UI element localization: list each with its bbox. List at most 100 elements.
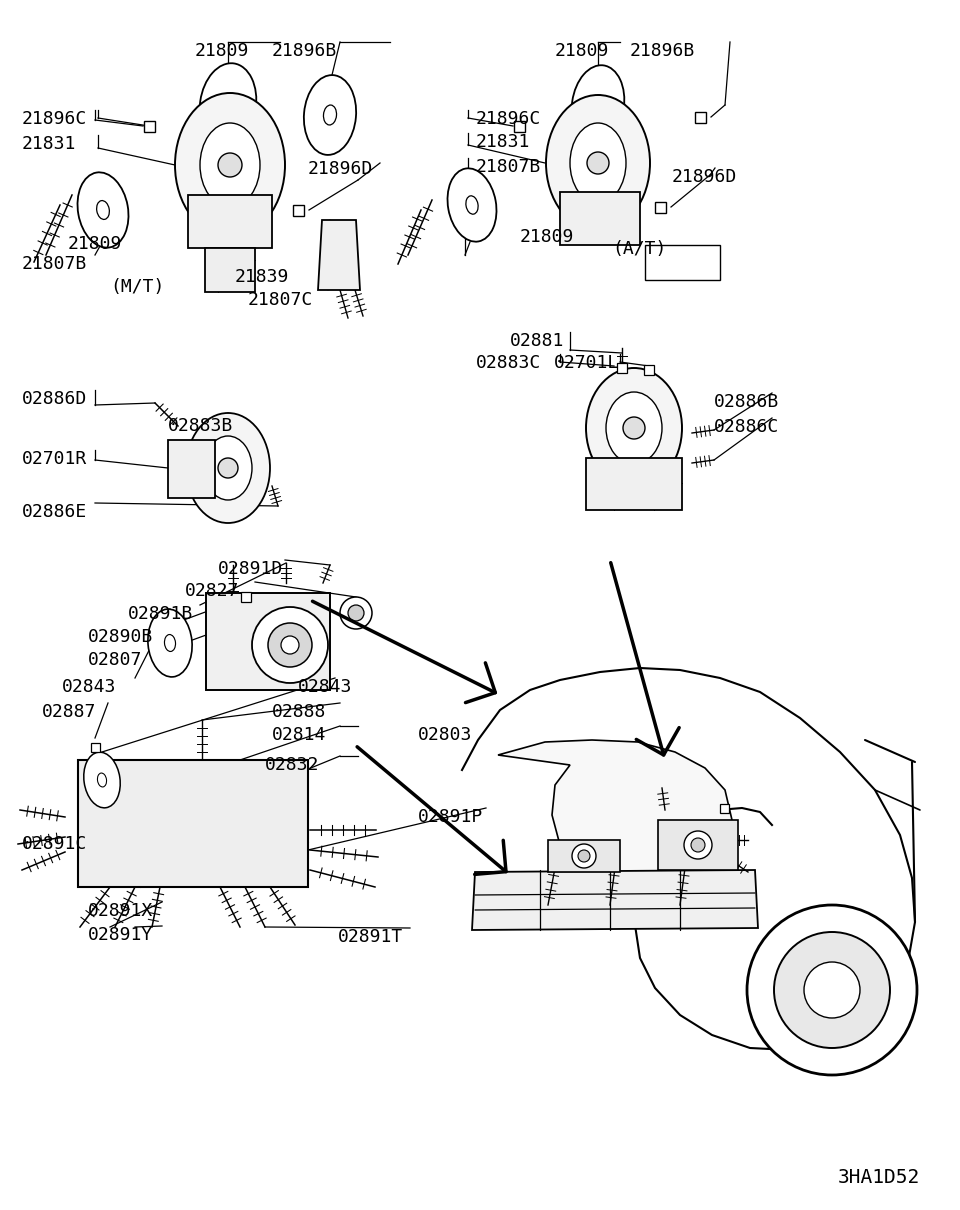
Text: 02807: 02807: [88, 651, 142, 669]
Text: 02883B: 02883B: [168, 417, 233, 436]
Bar: [655, 202, 665, 213]
Polygon shape: [560, 192, 640, 244]
Circle shape: [340, 597, 372, 629]
Ellipse shape: [546, 96, 650, 231]
Circle shape: [774, 932, 890, 1048]
Circle shape: [516, 123, 522, 129]
Circle shape: [218, 459, 238, 478]
Ellipse shape: [586, 368, 682, 488]
Text: 21809: 21809: [68, 235, 122, 253]
Circle shape: [623, 417, 645, 439]
Text: 02886B: 02886B: [714, 393, 780, 411]
Bar: [143, 121, 155, 132]
Circle shape: [218, 152, 242, 177]
Text: 3HA1D52: 3HA1D52: [838, 1168, 921, 1187]
Ellipse shape: [447, 168, 496, 242]
Ellipse shape: [200, 123, 260, 207]
Ellipse shape: [466, 196, 478, 214]
Ellipse shape: [591, 96, 605, 115]
Circle shape: [657, 204, 663, 211]
Polygon shape: [658, 820, 738, 870]
Circle shape: [268, 623, 312, 667]
Bar: [719, 803, 729, 812]
Text: 21896D: 21896D: [308, 160, 373, 178]
Circle shape: [722, 806, 727, 811]
Polygon shape: [645, 244, 720, 280]
Ellipse shape: [324, 105, 337, 125]
Ellipse shape: [200, 63, 256, 146]
Ellipse shape: [97, 201, 109, 219]
Text: 02883C: 02883C: [476, 355, 541, 371]
Text: 02891Y: 02891Y: [88, 926, 154, 944]
Text: 02843: 02843: [62, 678, 116, 696]
Circle shape: [281, 636, 299, 653]
Text: 21896C: 21896C: [476, 110, 541, 128]
Circle shape: [587, 152, 609, 174]
Circle shape: [684, 831, 712, 859]
Text: 02701L: 02701L: [554, 355, 619, 371]
Text: 21831: 21831: [476, 133, 530, 151]
Ellipse shape: [78, 172, 129, 248]
Text: 21809: 21809: [195, 42, 250, 60]
Text: 02891T: 02891T: [338, 928, 403, 946]
Circle shape: [348, 605, 364, 621]
Text: (A/T): (A/T): [612, 240, 666, 258]
Bar: [90, 743, 100, 751]
Polygon shape: [318, 220, 360, 290]
Text: 02701R: 02701R: [22, 450, 87, 468]
Text: 02891X: 02891X: [88, 901, 154, 920]
Text: 02843: 02843: [298, 678, 352, 696]
Ellipse shape: [304, 75, 356, 155]
Circle shape: [691, 839, 705, 852]
Text: 02814: 02814: [272, 726, 326, 744]
Circle shape: [243, 594, 249, 600]
Ellipse shape: [164, 634, 176, 651]
Text: 02886C: 02886C: [714, 417, 780, 436]
Text: 02827: 02827: [185, 582, 239, 600]
Bar: [617, 363, 627, 373]
Circle shape: [252, 607, 328, 682]
Bar: [644, 365, 654, 375]
Ellipse shape: [570, 123, 626, 203]
Ellipse shape: [84, 753, 120, 808]
Text: 21896D: 21896D: [672, 168, 737, 186]
Text: 02891C: 02891C: [22, 835, 87, 853]
Text: 21809: 21809: [520, 227, 574, 246]
Text: 21809: 21809: [555, 42, 610, 60]
Text: 21807B: 21807B: [476, 159, 541, 175]
Polygon shape: [498, 741, 732, 887]
Polygon shape: [78, 760, 308, 887]
Text: 02890B: 02890B: [88, 628, 154, 646]
Text: 02887: 02887: [42, 703, 96, 721]
Circle shape: [572, 845, 596, 868]
Circle shape: [92, 744, 98, 749]
Polygon shape: [472, 870, 758, 930]
Bar: [293, 204, 303, 215]
Circle shape: [146, 123, 152, 129]
Text: 02832: 02832: [265, 756, 320, 774]
Text: 02886E: 02886E: [22, 503, 87, 522]
Text: 02886D: 02886D: [22, 390, 87, 408]
Ellipse shape: [571, 65, 624, 145]
Polygon shape: [188, 195, 272, 248]
Bar: [241, 592, 251, 603]
Text: 02891B: 02891B: [128, 605, 193, 623]
Circle shape: [804, 962, 860, 1018]
Polygon shape: [206, 593, 330, 690]
Circle shape: [619, 365, 625, 370]
Text: 02888: 02888: [272, 703, 326, 721]
Text: 21839: 21839: [235, 267, 289, 286]
Text: 02891D: 02891D: [218, 560, 283, 578]
Circle shape: [646, 367, 652, 373]
Ellipse shape: [97, 773, 107, 787]
Circle shape: [747, 905, 917, 1074]
Text: 02881: 02881: [510, 332, 564, 350]
Text: 21896C: 21896C: [22, 110, 87, 128]
Text: 21807B: 21807B: [22, 255, 87, 273]
Circle shape: [697, 114, 703, 120]
Bar: [694, 111, 706, 122]
Circle shape: [578, 849, 590, 862]
Text: 02891P: 02891P: [418, 808, 483, 826]
Text: 21896B: 21896B: [630, 42, 695, 60]
Polygon shape: [586, 459, 682, 509]
